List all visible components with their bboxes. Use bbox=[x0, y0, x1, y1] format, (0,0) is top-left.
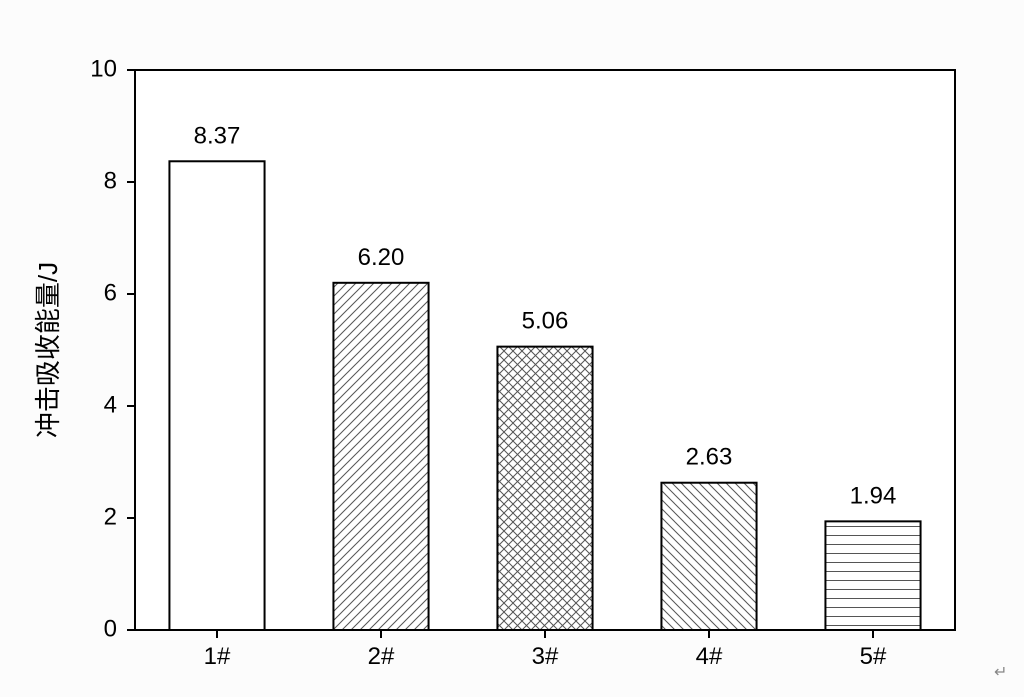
chart-container: 0 2 4 6 8 10 冲击吸收能量/J 8.37 1# 6.20 2# 5.06 3# 2.63 4# 1… bbox=[0, 0, 1024, 697]
bar bbox=[825, 521, 920, 630]
bar-value-label: 1.94 bbox=[850, 482, 897, 509]
bar bbox=[169, 161, 264, 630]
bar-value-label: 5.06 bbox=[522, 308, 569, 335]
y-tick-label: 10 bbox=[90, 55, 117, 82]
y-tick-label: 8 bbox=[104, 167, 117, 194]
footer-mark: ↵ bbox=[994, 664, 1007, 681]
y-tick-label: 6 bbox=[104, 279, 117, 306]
bar-value-label: 6.20 bbox=[358, 244, 405, 271]
x-tick-label: 1# bbox=[204, 643, 231, 670]
y-tick-label: 0 bbox=[104, 615, 117, 642]
bar bbox=[497, 347, 592, 630]
bar bbox=[333, 283, 428, 630]
x-tick-label: 5# bbox=[860, 643, 887, 670]
x-tick-label: 2# bbox=[368, 643, 395, 670]
y-tick-label: 2 bbox=[104, 503, 117, 530]
y-tick-label: 4 bbox=[104, 391, 117, 418]
y-axis-label: 冲击吸收能量/J bbox=[33, 262, 63, 438]
bar-chart: 0 2 4 6 8 10 冲击吸收能量/J 8.37 1# 6.20 2# 5.06 3# 2.63 4# 1… bbox=[0, 0, 1024, 697]
bar bbox=[661, 483, 756, 630]
x-tick-label: 3# bbox=[532, 643, 559, 670]
bar-value-label: 8.37 bbox=[194, 122, 241, 149]
bar-value-label: 2.63 bbox=[686, 444, 733, 471]
x-tick-label: 4# bbox=[696, 643, 723, 670]
